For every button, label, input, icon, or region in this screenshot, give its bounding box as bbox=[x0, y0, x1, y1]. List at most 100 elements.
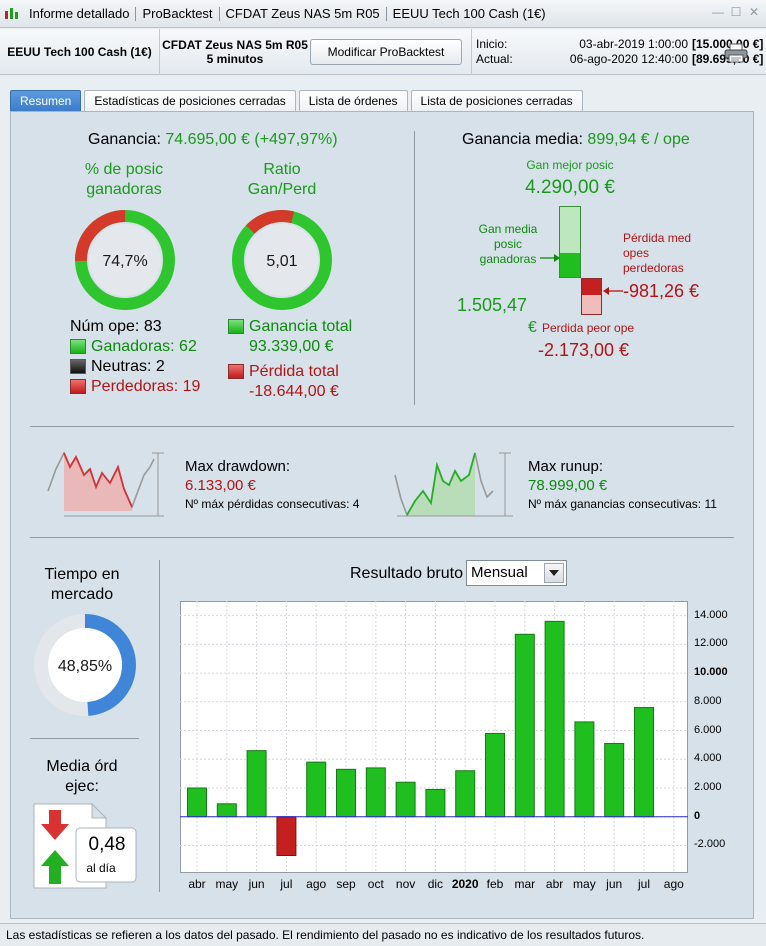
x-tick-label: 2020 bbox=[451, 877, 479, 891]
avg-loss-label: Pérdida med opes perdedoras bbox=[623, 231, 691, 276]
num-ops: Núm ope: 83 bbox=[70, 318, 162, 335]
drawdown-sparkline bbox=[47, 451, 164, 517]
bar-sep bbox=[336, 768, 356, 818]
tab-closed-positions-list[interactable]: Lista de posiciones cerradas bbox=[410, 90, 583, 111]
avg-loss-value: -981,26 € bbox=[623, 281, 700, 301]
losers-count-text: Perdedoras: 19 bbox=[91, 378, 201, 395]
printer-icon[interactable] bbox=[724, 43, 748, 63]
chevron-down-icon[interactable] bbox=[544, 563, 564, 583]
x-tick-label: jun bbox=[606, 877, 623, 891]
bar-2020 bbox=[455, 770, 476, 818]
orders-illustration bbox=[33, 802, 137, 889]
date-range: Inicio: 03-abr-2019 1:00:00 [15.000,00 €… bbox=[476, 37, 763, 67]
strategy-timeframe: 5 minutos bbox=[206, 52, 264, 66]
market-time-value: 48,85% bbox=[58, 658, 112, 675]
tab-order-list[interactable]: Lista de órdenes bbox=[298, 90, 408, 111]
neutral-legend-icon bbox=[70, 359, 86, 374]
y-tick-label: 12.000 bbox=[694, 637, 728, 650]
section-divider-1 bbox=[30, 426, 734, 427]
period-select[interactable]: Mensual bbox=[466, 560, 567, 586]
avg-gain: Ganancia media: 899,94 € / ope bbox=[462, 131, 690, 149]
avg-loss-arrow-icon bbox=[603, 287, 623, 295]
bar-oct bbox=[365, 767, 386, 818]
winners-legend-icon bbox=[70, 339, 86, 354]
total-loss-label-text: Pérdida total bbox=[249, 363, 339, 380]
avg-win-bar bbox=[559, 206, 581, 278]
summary-divider bbox=[414, 131, 415, 405]
buy-arrow-icon bbox=[41, 850, 69, 884]
y-tick-label: -2.000 bbox=[694, 838, 726, 851]
pct-winning-value: 74,7% bbox=[102, 253, 147, 270]
pct-winning-title: % de posic ganadoras bbox=[64, 160, 184, 200]
title-probacktest: ProBacktest bbox=[136, 6, 220, 21]
x-tick-label: ago bbox=[306, 877, 327, 891]
total-loss-value: -18.644,00 € bbox=[249, 383, 339, 400]
start-capital: [15.000,00 €] bbox=[692, 37, 764, 51]
bar-abr bbox=[187, 787, 207, 818]
y-tick-label: 0 bbox=[694, 809, 701, 822]
winners-count: Ganadoras: 62 bbox=[70, 337, 200, 357]
current-date: 06-ago-2020 12:40:00 bbox=[569, 52, 688, 66]
avg-gain-label: Ganancia media: bbox=[462, 131, 583, 148]
orders-title-line1: Media órd bbox=[46, 758, 118, 775]
x-tick-label: abr bbox=[188, 877, 206, 891]
y-tick-label: 14.000 bbox=[694, 608, 728, 621]
y-tick-label: 6.000 bbox=[694, 723, 722, 736]
total-loss-icon bbox=[228, 364, 244, 379]
modify-probacktest-button[interactable]: Modificar ProBacktest bbox=[310, 39, 462, 65]
current-label: Actual: bbox=[476, 52, 513, 66]
gain-summary: Ganancia: 74.695,00 € (+497,97%) bbox=[88, 131, 338, 149]
y-tick-label: 10.000 bbox=[694, 666, 728, 679]
ratio-title-line1: Ratio bbox=[263, 161, 301, 178]
gain-label: Ganancia: bbox=[88, 131, 161, 148]
app-chart-icon bbox=[5, 7, 18, 19]
orders-title-line2: ejec: bbox=[65, 778, 99, 795]
avg-win-label-line2: posic bbox=[493, 237, 522, 251]
minimize-icon[interactable]: — bbox=[712, 5, 724, 19]
avg-loss-bar bbox=[581, 278, 602, 315]
total-gain-label: Ganancia total bbox=[228, 317, 352, 337]
bar-jul bbox=[634, 707, 654, 818]
x-tick-label: jun bbox=[248, 877, 265, 891]
bar-feb bbox=[485, 732, 505, 818]
x-tick-label: mar bbox=[514, 877, 536, 891]
totals: Ganancia total 93.339,00 € Pérdida total… bbox=[228, 317, 352, 402]
total-loss-label: Pérdida total bbox=[228, 362, 352, 382]
title-report: Informe detallado bbox=[23, 6, 137, 21]
x-tick-label: abr bbox=[545, 877, 564, 891]
start-label: Inicio: bbox=[476, 37, 508, 51]
chart-title: Resultado bruto bbox=[350, 565, 463, 582]
bar-jun bbox=[246, 750, 267, 818]
strategy-name: CFDAT Zeus NAS 5m R05 bbox=[162, 38, 308, 52]
pct-winning-title-line2: ganadoras bbox=[86, 181, 162, 198]
instrument-name: EEUU Tech 100 Cash (1€) bbox=[0, 29, 160, 75]
monthly-result-chart bbox=[180, 601, 688, 873]
bar-jun bbox=[604, 742, 625, 818]
report-header: EEUU Tech 100 Cash (1€) CFDAT Zeus NAS 5… bbox=[0, 29, 766, 75]
tab-resumen[interactable]: Resumen bbox=[10, 90, 82, 111]
losers-legend-icon bbox=[70, 379, 86, 394]
ratio-value: 5,01 bbox=[266, 253, 297, 270]
avg-win-value: 1.505,47 bbox=[457, 295, 528, 315]
tab-closed-positions-stats[interactable]: Estadísticas de posiciones cerradas bbox=[84, 90, 296, 111]
section-divider-3 bbox=[30, 738, 139, 739]
total-gain-icon bbox=[228, 319, 244, 334]
ops-counts: Núm ope: 83 Ganadoras: 62 Neutras: 2 Per… bbox=[70, 317, 200, 397]
runup-title: Max runup: bbox=[528, 458, 604, 475]
winners-count-text: Ganadoras: 62 bbox=[91, 338, 197, 355]
ratio-title-line2: Gan/Perd bbox=[247, 181, 317, 198]
maximize-icon[interactable]: ☐ bbox=[730, 5, 742, 19]
ratio-donut: 5,01 bbox=[232, 210, 332, 310]
drawdown-consecutive: Nº máx pérdidas consecutivas: 4 bbox=[185, 497, 360, 511]
pct-winning-donut: 74,7% bbox=[75, 210, 175, 310]
sell-arrow-icon bbox=[41, 810, 69, 840]
close-icon[interactable]: ✕ bbox=[748, 5, 760, 19]
bar-abr bbox=[544, 620, 565, 818]
x-tick-label: ago bbox=[663, 877, 684, 891]
avg-win-label: Gan media posic ganadoras bbox=[468, 222, 548, 267]
x-tick-label: jul bbox=[280, 877, 293, 891]
bar-may bbox=[574, 721, 595, 818]
total-gain-value: 93.339,00 € bbox=[249, 338, 334, 355]
neutral-count: Neutras: 2 bbox=[70, 357, 200, 377]
x-tick-label: sep bbox=[336, 877, 356, 891]
